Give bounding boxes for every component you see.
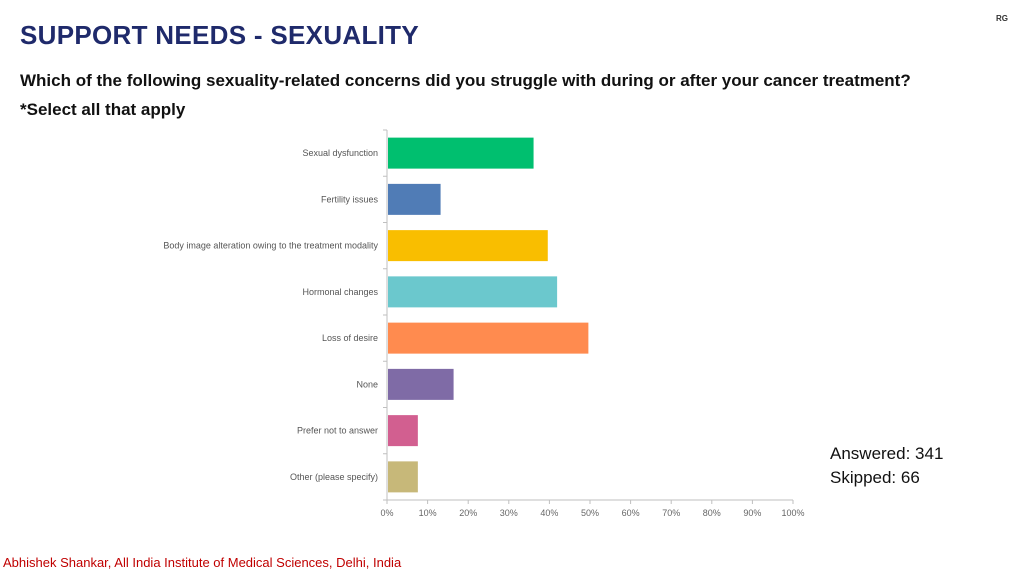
category-label: None	[356, 379, 378, 389]
bar-body-image-alteration-owing-to-the-treatment-modality	[388, 230, 548, 262]
category-label: Prefer not to answer	[297, 426, 378, 436]
answered-count: Answered: 341	[830, 444, 944, 463]
bar-loss-of-desire	[388, 322, 589, 354]
x-tick-label: 90%	[743, 508, 761, 518]
footer-credit: Abhishek Shankar, All India Institute of…	[3, 555, 402, 570]
bar-none	[388, 368, 454, 400]
x-tick-label: 50%	[581, 508, 599, 518]
category-label: Body image alteration owing to the treat…	[163, 241, 378, 251]
bar-hormonal-changes	[388, 276, 558, 308]
x-tick-label: 20%	[459, 508, 477, 518]
category-label: Loss of desire	[322, 333, 378, 343]
x-tick-label: 70%	[662, 508, 680, 518]
category-label: Other (please specify)	[290, 472, 378, 482]
x-tick-label: 80%	[703, 508, 721, 518]
category-label: Sexual dysfunction	[302, 148, 378, 158]
x-tick-label: 30%	[500, 508, 518, 518]
category-label: Hormonal changes	[302, 287, 378, 297]
question-text: Which of the following sexuality-related…	[20, 71, 911, 90]
x-tick-label: 10%	[419, 508, 437, 518]
instruction-text: *Select all that apply	[20, 100, 186, 119]
x-tick-label: 60%	[622, 508, 640, 518]
bar-other-please-specify	[388, 461, 418, 493]
bar-sexual-dysfunction	[388, 137, 534, 169]
bar-prefer-not-to-answer	[388, 415, 418, 447]
response-stats: Answered: 341 Skipped: 66	[830, 442, 943, 490]
bar-fertility-issues	[388, 183, 441, 215]
category-label: Fertility issues	[321, 194, 379, 204]
x-tick-label: 100%	[781, 508, 804, 518]
x-tick-label: 40%	[540, 508, 558, 518]
x-tick-label: 0%	[380, 508, 393, 518]
corner-mark: RG	[996, 14, 1008, 23]
skipped-count: Skipped: 66	[830, 468, 920, 487]
slide-title: SUPPORT NEEDS - SEXUALITY	[20, 20, 419, 50]
